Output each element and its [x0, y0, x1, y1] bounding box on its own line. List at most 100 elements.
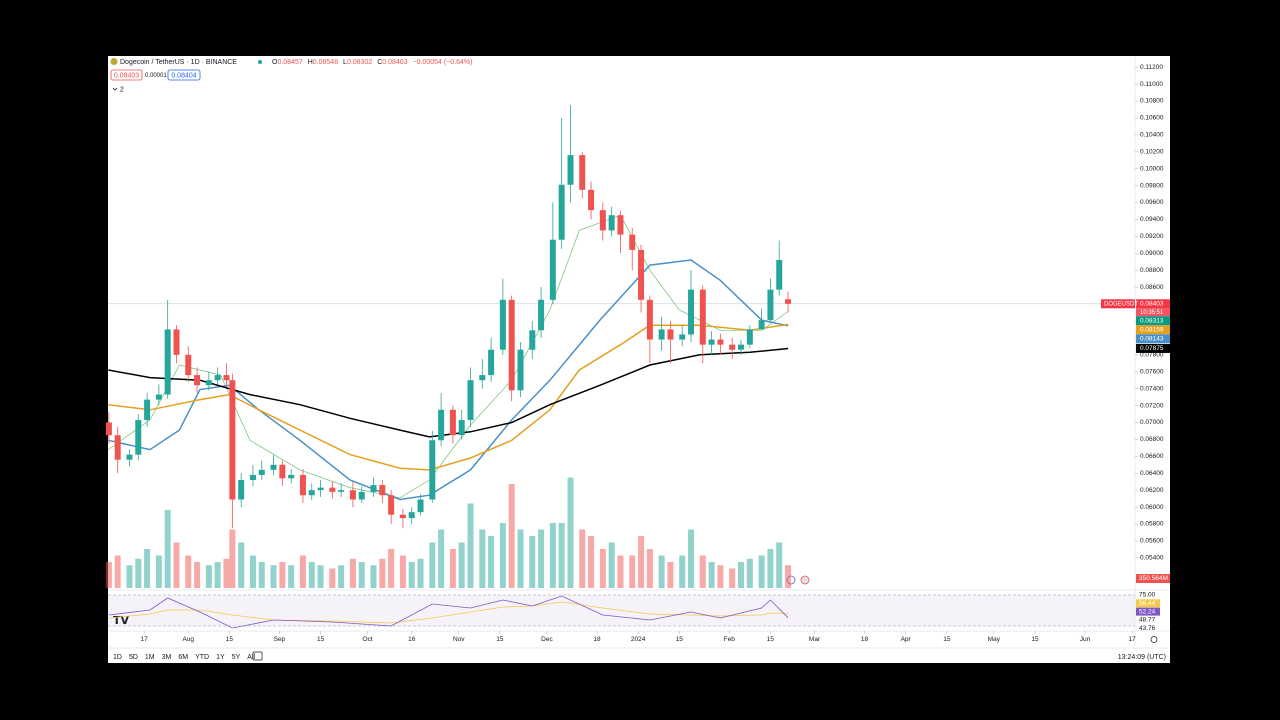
- status-dot: [258, 60, 262, 64]
- collapse-arrow[interactable]: [112, 87, 118, 91]
- volume-bar: [317, 565, 324, 588]
- y-tick-label: 0.11200: [1140, 64, 1163, 71]
- ask: 0.08404: [171, 72, 196, 79]
- x-tick-label: 15: [1031, 636, 1039, 643]
- x-tick-label: 15: [676, 636, 684, 643]
- volume-bar: [288, 565, 295, 588]
- volume-bar: [308, 562, 315, 588]
- price-label: 0.08159: [1140, 327, 1164, 334]
- candle-body: [629, 234, 636, 250]
- volume-bar: [508, 484, 515, 588]
- ask-box[interactable]: [167, 69, 201, 81]
- bid-box[interactable]: [110, 69, 143, 81]
- range-button[interactable]: YTD: [195, 654, 209, 661]
- candle-body: [549, 239, 556, 300]
- countdown: 10:35:51: [1140, 310, 1164, 316]
- candle-body: [538, 299, 545, 331]
- volume-bar: [458, 542, 465, 588]
- volume-bar: [646, 549, 653, 588]
- volume-bar: [538, 529, 545, 588]
- range-button[interactable]: 1D: [113, 654, 122, 661]
- volume-bar: [499, 523, 506, 588]
- price-label: 0.07875: [1140, 345, 1164, 352]
- y-tick-label: 0.08800: [1140, 267, 1164, 274]
- range-button[interactable]: 1M: [145, 654, 155, 661]
- x-tick-label: Oct: [363, 636, 373, 643]
- spread: 0.00001: [145, 73, 167, 79]
- volume-bar: [667, 562, 674, 588]
- volume-bar: [388, 549, 395, 588]
- ohlc-value: 0.08403: [382, 59, 407, 66]
- ohlc-key: O: [272, 59, 278, 66]
- symbol-tag-box: [1101, 299, 1135, 309]
- volume-bar: [135, 558, 142, 588]
- symbol-title: Dogecoin / TetherUS · 1D · BINANCE: [120, 59, 237, 66]
- range-button[interactable]: 6M: [178, 654, 188, 661]
- volume-bar: [173, 542, 180, 588]
- volume-bar: [588, 536, 595, 588]
- candle-body: [417, 499, 424, 513]
- range-button[interactable]: 3M: [162, 654, 172, 661]
- volume-bar: [549, 523, 556, 588]
- candle-body: [249, 474, 256, 481]
- x-tick-label: 15: [767, 636, 775, 643]
- volume-bar: [688, 529, 695, 588]
- volume-bar: [429, 542, 436, 588]
- x-tick-label: Dec: [541, 636, 553, 643]
- volume-bar: [738, 562, 745, 588]
- volume-bar: [467, 503, 474, 588]
- candle-body: [588, 189, 595, 211]
- volume-bar: [708, 562, 715, 588]
- range-button[interactable]: All: [247, 654, 255, 661]
- candle-body: [358, 491, 365, 500]
- ohlc-value: 0.08302: [347, 59, 372, 66]
- price-label-box: [1136, 343, 1170, 353]
- volume-bar: [529, 536, 536, 588]
- symbol-tag: DOGEUSDT: [1104, 301, 1138, 307]
- indicator-count: 2: [120, 86, 124, 93]
- y-tick-label: 0.10800: [1140, 98, 1164, 105]
- candle-body: [529, 330, 536, 350]
- range-button[interactable]: 5Y: [232, 654, 241, 661]
- candle-body: [155, 394, 162, 400]
- volume-bar: [517, 529, 524, 588]
- y-tick-label: 0.06600: [1140, 453, 1164, 460]
- candle-body: [258, 469, 265, 475]
- y-tick-label: 0.08600: [1140, 284, 1164, 291]
- x-tick-label: 15: [226, 636, 234, 643]
- range-button[interactable]: 5D: [129, 654, 138, 661]
- candle-body: [679, 334, 686, 340]
- ohlc-key: L: [343, 59, 347, 66]
- candle-body: [508, 299, 515, 391]
- y-tick-label: 0.07200: [1140, 402, 1164, 409]
- volume-bar: [746, 558, 753, 588]
- volume-bar: [155, 555, 162, 588]
- flag-icon[interactable]: [800, 575, 810, 585]
- bid: 0.08403: [114, 72, 139, 79]
- y-tick-label: 0.09000: [1140, 250, 1164, 257]
- y-tick-label: 0.10400: [1140, 132, 1164, 139]
- range-button[interactable]: 1Y: [216, 654, 225, 661]
- x-tick-label: Nov: [453, 636, 465, 643]
- countdown-box: [1136, 308, 1170, 317]
- y-tick-label: 0.09400: [1140, 216, 1164, 223]
- price-label-box: [1136, 299, 1170, 309]
- date-picker-icon[interactable]: [252, 651, 263, 661]
- y-tick-label: 0.09600: [1140, 199, 1164, 206]
- volume-bar: [488, 536, 495, 588]
- candle-body: [738, 344, 745, 350]
- volume-bar: [567, 477, 574, 588]
- candle-body: [229, 380, 236, 500]
- settings-icon[interactable]: [1150, 636, 1158, 643]
- volume-bar: [449, 549, 456, 588]
- y-tick-label: 0.07400: [1140, 385, 1164, 392]
- candle-body: [599, 210, 606, 231]
- candle-body: [767, 289, 774, 321]
- candle-body: [288, 474, 295, 479]
- volume-bar: [338, 565, 345, 588]
- volume-bar: [638, 536, 645, 588]
- volume-bar: [408, 562, 415, 588]
- x-tick-label: 15: [317, 636, 325, 643]
- volume-bar: [238, 542, 245, 588]
